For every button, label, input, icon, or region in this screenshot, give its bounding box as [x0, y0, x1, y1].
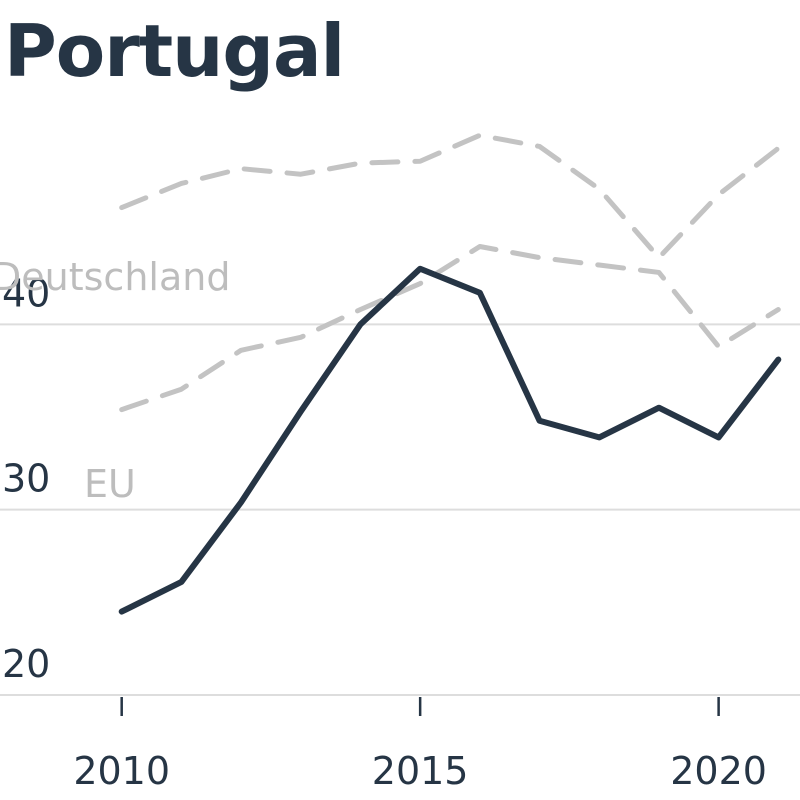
series-line-portugal	[118, 265, 782, 615]
y-tick-label-40: 40	[2, 271, 50, 315]
chart-title: Portugal	[4, 9, 345, 93]
x-tick-label-2015: 2015	[372, 749, 469, 793]
x-tick-label-2020: 2020	[670, 749, 767, 793]
gridlines	[0, 323, 800, 696]
y-tick-label-20: 20	[2, 642, 50, 686]
series-label-deutschland: Deutschland	[0, 255, 230, 299]
series-line-deutschland	[119, 132, 781, 261]
series-lines	[118, 132, 782, 615]
x-tick-label-2010: 2010	[73, 749, 170, 793]
series-label-eu: EU	[84, 462, 136, 506]
series-line-eu	[119, 243, 781, 413]
y-tick-label-30: 30	[2, 457, 50, 501]
x-axis	[120, 697, 720, 716]
